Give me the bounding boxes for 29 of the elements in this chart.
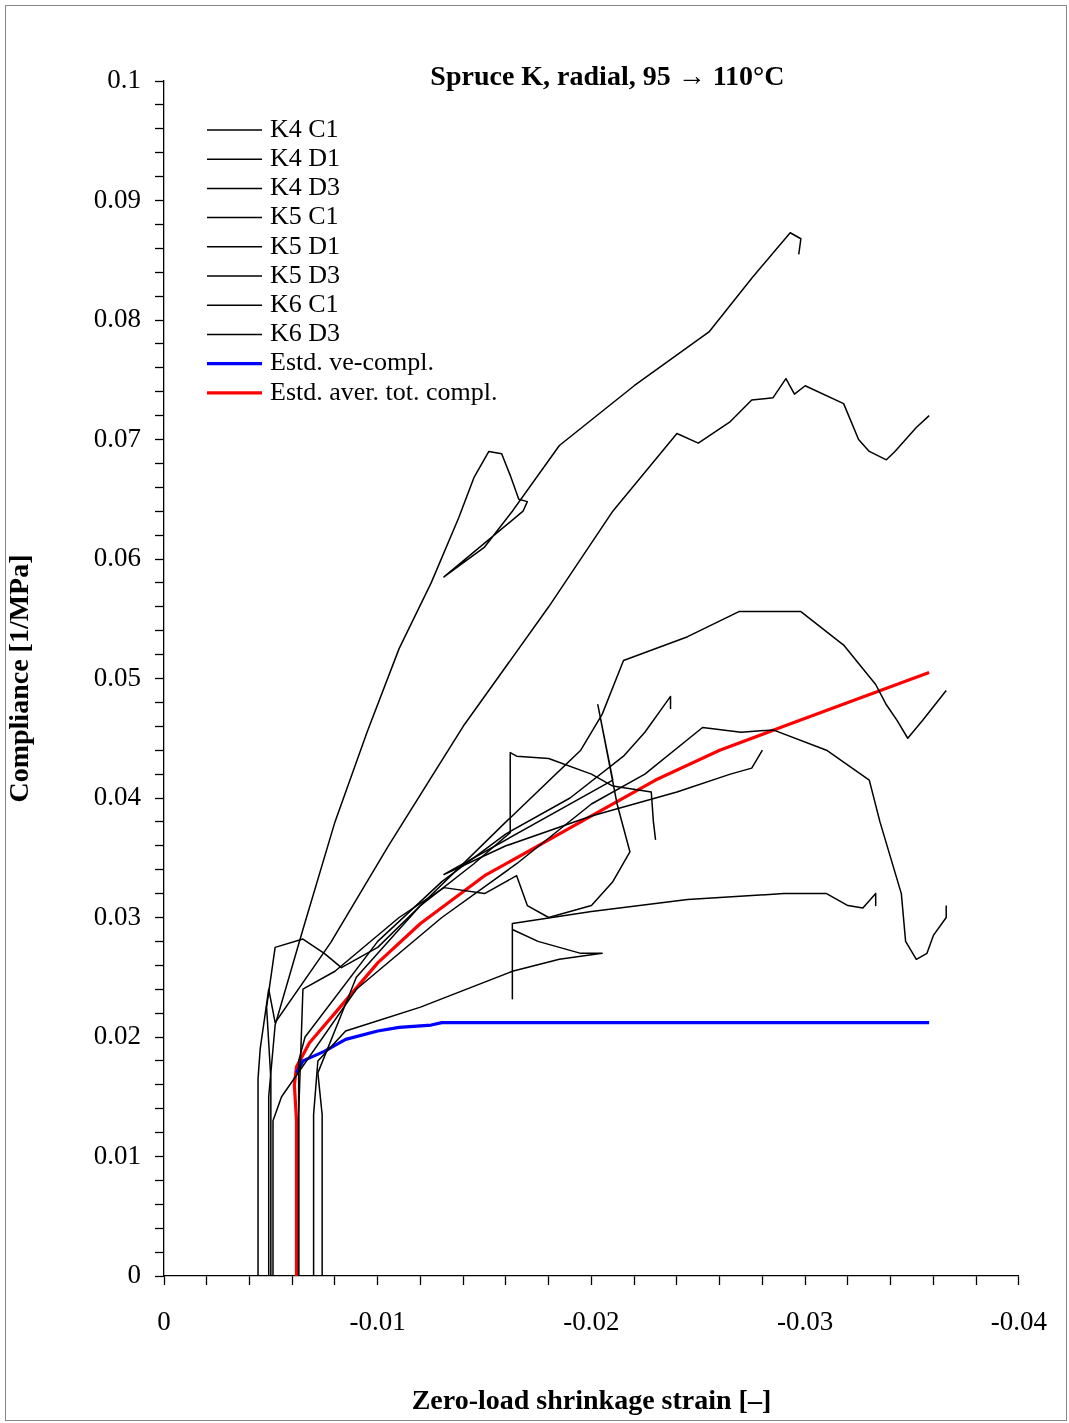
y-tick-label: 0.05 <box>93 661 141 692</box>
y-axis-title: Compliance [1/MPa] <box>3 554 35 803</box>
x-tick-label: 0 <box>157 1306 171 1337</box>
y-tick-label: 0.02 <box>93 1020 141 1051</box>
y-tick-label: 0.07 <box>93 422 141 453</box>
x-tick-label: -0.01 <box>349 1306 406 1337</box>
legend-label: K4 D1 <box>270 143 341 173</box>
legend-label: K5 C1 <box>270 201 339 231</box>
y-tick-label: 0.08 <box>93 303 141 334</box>
y-tick-label: 0.09 <box>93 183 141 214</box>
y-tick-label: 0.01 <box>93 1139 141 1170</box>
x-tick-label: -0.02 <box>563 1306 620 1337</box>
y-tick-label: 0.1 <box>107 64 141 95</box>
legend-label: K6 D3 <box>270 318 341 348</box>
chart-title: Spruce K, radial, 95 → 110°C <box>430 60 785 92</box>
x-tick-label: -0.03 <box>777 1306 834 1337</box>
y-tick-label: 0.03 <box>93 900 141 931</box>
y-tick-label: 0 <box>127 1259 141 1290</box>
legend-label: K5 D1 <box>270 230 341 260</box>
y-tick-label: 0.06 <box>93 542 141 573</box>
legend-label: K4 D3 <box>270 172 341 202</box>
legend-label: Estd. ve-compl. <box>270 347 434 377</box>
legend-label: K6 C1 <box>270 289 339 319</box>
x-tick-label: -0.04 <box>990 1306 1048 1337</box>
legend-label: Estd. aver. tot. compl. <box>270 376 498 406</box>
x-axis-title: Zero-load shrinkage strain [–] <box>411 1384 772 1416</box>
y-tick-label: 0.04 <box>93 781 142 812</box>
legend-label: K5 D3 <box>270 259 341 289</box>
legend-label: K4 C1 <box>270 113 339 143</box>
